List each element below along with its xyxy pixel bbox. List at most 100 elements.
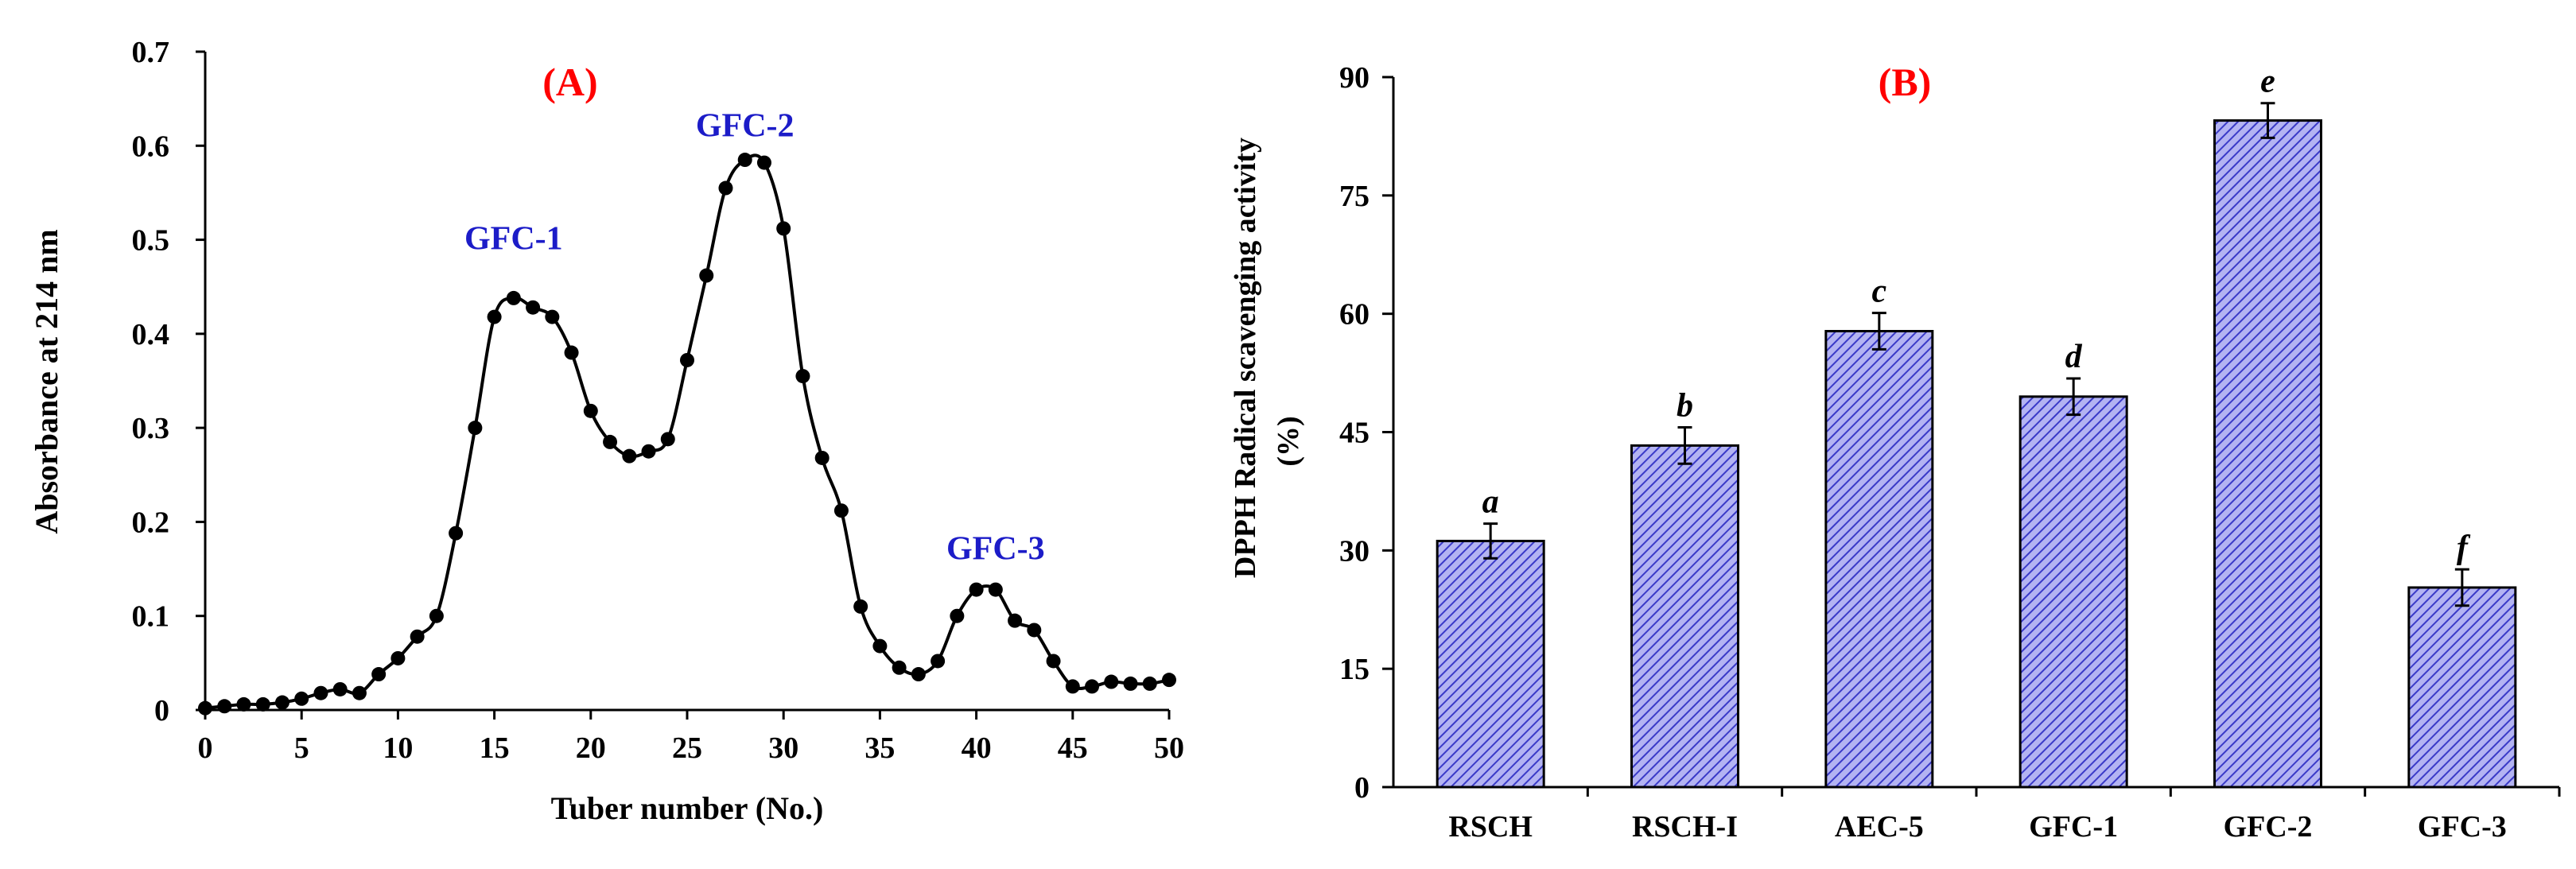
data-point bbox=[814, 450, 830, 465]
data-point bbox=[506, 290, 521, 305]
data-point bbox=[545, 309, 560, 324]
x-tick-label: 20 bbox=[576, 731, 606, 765]
x-tick-label: 40 bbox=[962, 731, 992, 765]
peak-label: GFC-1 bbox=[464, 220, 563, 257]
data-point bbox=[737, 153, 752, 168]
data-point bbox=[622, 448, 637, 464]
panel-a-x-axis-label: Tuber number (No.) bbox=[551, 790, 824, 826]
data-point bbox=[449, 526, 464, 541]
significance-letter: b bbox=[1677, 388, 1693, 425]
y-tick-label: 0.1 bbox=[132, 600, 170, 634]
data-point bbox=[776, 221, 791, 236]
significance-letter: e bbox=[2260, 64, 2275, 100]
data-point bbox=[352, 685, 367, 700]
data-point bbox=[931, 654, 946, 669]
y-tick-label: 45 bbox=[1339, 417, 1370, 450]
data-point bbox=[236, 696, 251, 712]
panel-a-x-ticks: 0 5 10 15 20 25 30 35 40 45 50 bbox=[198, 710, 1184, 765]
y-tick-label: 30 bbox=[1339, 534, 1370, 568]
x-tick-label: 30 bbox=[768, 731, 798, 765]
peak-label: GFC-3 bbox=[946, 531, 1045, 568]
data-point bbox=[390, 650, 406, 665]
absorbance-points bbox=[198, 153, 1176, 716]
y-tick-label: 0.3 bbox=[132, 412, 170, 445]
y-tick-label: 90 bbox=[1339, 61, 1370, 95]
x-tick-label: 50 bbox=[1154, 731, 1184, 765]
data-point bbox=[641, 444, 656, 459]
data-point bbox=[198, 700, 212, 716]
bar bbox=[1436, 539, 1545, 789]
y-tick-label: 15 bbox=[1339, 653, 1370, 686]
significance-letter: d bbox=[2065, 339, 2083, 375]
data-point bbox=[680, 352, 694, 367]
y-tick-label: 0.5 bbox=[132, 224, 170, 258]
data-point bbox=[795, 369, 810, 384]
bar bbox=[1824, 329, 1934, 789]
y-tick-label: 0.6 bbox=[132, 130, 170, 163]
data-point bbox=[988, 582, 1003, 597]
data-point bbox=[853, 599, 868, 614]
data-point bbox=[969, 582, 984, 597]
panel-a-chart: (A) 0 0.1 0.2 0.3 0.4 0.5 0.6 0.7 0 5 10 15 20 25 30 3… bbox=[29, 36, 1184, 826]
data-point bbox=[833, 503, 849, 518]
data-point bbox=[526, 300, 541, 315]
significance-letter: a bbox=[1482, 484, 1499, 521]
panel-b-category-labels: RSCH RSCH-I AEC-5 GFC-1 GFC-2 GFC-3 bbox=[1448, 787, 2561, 844]
x-tick-label: 25 bbox=[672, 731, 702, 765]
peak-label: GFC-2 bbox=[696, 107, 795, 144]
bar bbox=[2407, 586, 2517, 789]
panel-a-peak-labels: GFC-1 GFC-2 GFC-3 bbox=[464, 107, 1045, 567]
panel-a-y-ticks: 0 0.1 0.2 0.3 0.4 0.5 0.6 0.7 bbox=[132, 36, 205, 727]
significance-letter: c bbox=[1872, 274, 1887, 310]
category-label: AEC-5 bbox=[1835, 810, 1924, 844]
data-point bbox=[1104, 674, 1119, 689]
data-point bbox=[255, 696, 270, 712]
data-point bbox=[487, 309, 502, 324]
panel-b-label: (B) bbox=[1879, 60, 1932, 104]
panel-b-y-ticks: 0 15 30 45 60 75 90 bbox=[1339, 61, 1393, 805]
data-point bbox=[274, 695, 289, 710]
data-point bbox=[603, 434, 618, 449]
data-point bbox=[660, 432, 675, 447]
y-tick-label: 60 bbox=[1339, 298, 1370, 332]
data-point bbox=[911, 667, 926, 682]
significance-letter: f bbox=[2457, 530, 2471, 566]
data-point bbox=[410, 629, 425, 644]
panel-b-y-axis-label-line1: DPPH Radical scavenging activity bbox=[1229, 138, 1262, 578]
data-point bbox=[332, 681, 348, 696]
data-point bbox=[756, 155, 771, 170]
data-point bbox=[950, 608, 965, 623]
data-point bbox=[1085, 679, 1100, 694]
data-point bbox=[872, 638, 888, 654]
panel-a-y-axis-label: Absorbance at 214 nm bbox=[29, 229, 64, 533]
y-tick-label: 0.7 bbox=[132, 36, 170, 69]
x-tick-label: 5 bbox=[294, 731, 309, 765]
data-point bbox=[217, 699, 232, 714]
absorbance-line bbox=[204, 153, 1170, 710]
data-point bbox=[892, 660, 907, 675]
bar bbox=[2018, 395, 2128, 789]
x-tick-label: 10 bbox=[383, 731, 413, 765]
category-label: RSCH bbox=[1448, 810, 1533, 844]
panel-b-bars: a b c d e f bbox=[1436, 64, 2517, 789]
y-tick-label: 0.4 bbox=[132, 318, 170, 351]
y-tick-label: 75 bbox=[1339, 180, 1370, 213]
y-tick-label: 0.2 bbox=[132, 506, 170, 539]
category-label: GFC-1 bbox=[2029, 810, 2118, 844]
panel-b-chart: (B) 0 15 30 45 60 75 90 a b c d e f RSCH RSCH-I AEC-5… bbox=[1229, 60, 2561, 844]
data-point bbox=[1123, 676, 1138, 691]
data-point bbox=[1046, 654, 1061, 669]
data-point bbox=[718, 180, 733, 196]
y-tick-label: 0 bbox=[1354, 771, 1370, 805]
y-tick-label: 0 bbox=[154, 694, 169, 727]
data-point bbox=[1162, 673, 1176, 688]
data-point bbox=[429, 608, 444, 623]
data-point bbox=[294, 691, 309, 706]
bar bbox=[2213, 119, 2322, 789]
x-tick-label: 15 bbox=[480, 731, 510, 765]
panel-b-y-axis-label-line2: (%) bbox=[1272, 416, 1305, 466]
data-point bbox=[1027, 623, 1042, 638]
data-point bbox=[1065, 679, 1080, 694]
data-point bbox=[371, 667, 387, 682]
category-label: GFC-3 bbox=[2418, 810, 2507, 844]
